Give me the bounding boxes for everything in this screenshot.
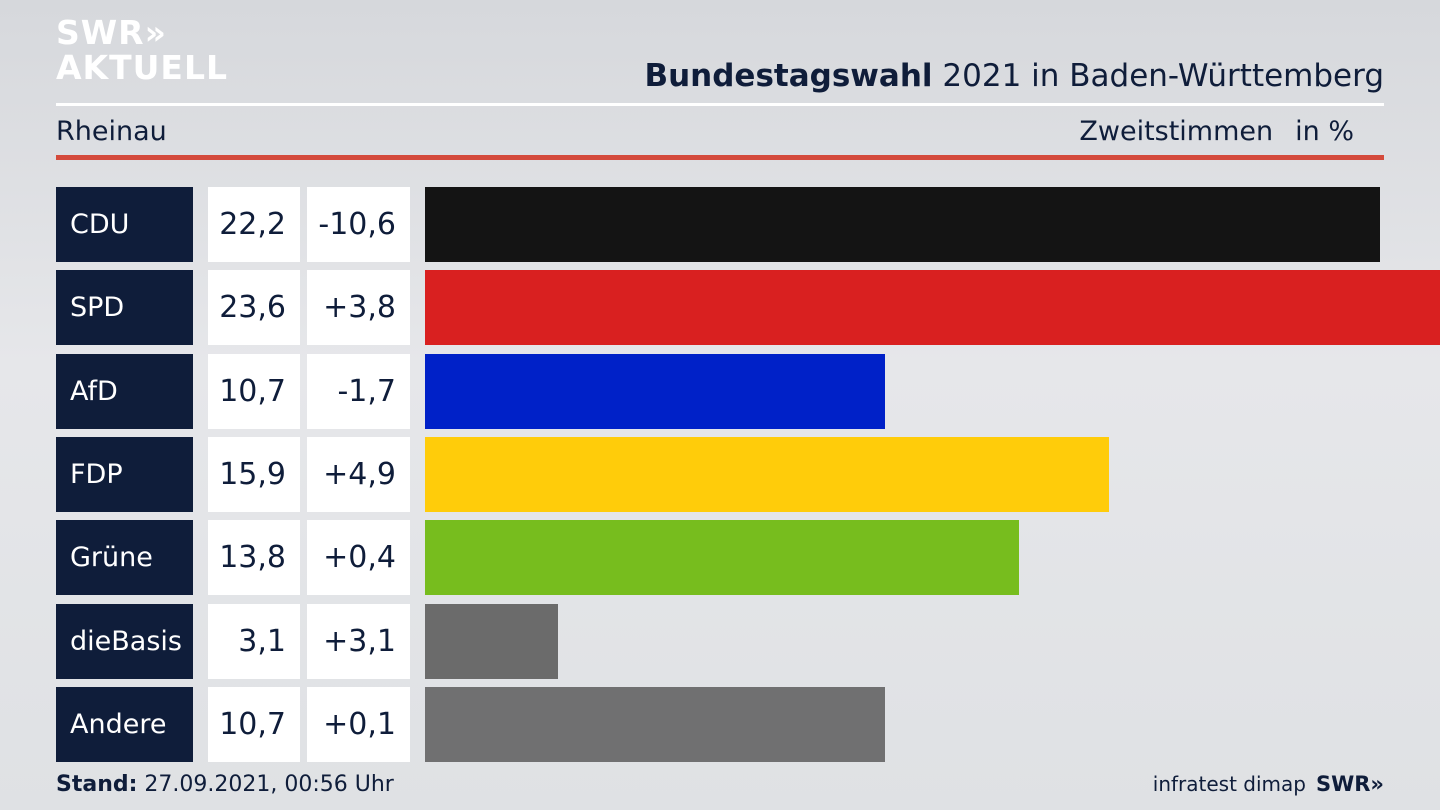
vote-share-value: 22,2 — [208, 187, 300, 262]
swr-aktuell-logo: SWR» AKTUELL — [56, 16, 228, 84]
bar-afd — [425, 353, 886, 429]
source-info: infratest dimap SWR» — [1153, 772, 1384, 796]
vote-change-value: +0,1 — [307, 686, 410, 762]
chart-title: Bundestagswahl 2021 in Baden-Württemberg — [644, 58, 1384, 94]
logo-swr: SWR» — [56, 13, 167, 52]
bar-fdp — [425, 436, 1109, 512]
stand-label: Stand: — [56, 772, 138, 797]
party-label: Grüne — [56, 520, 193, 596]
party-label: CDU — [56, 187, 193, 262]
vote-change-value: +3,1 — [307, 603, 410, 679]
vote-share-value: 10,7 — [208, 353, 300, 429]
vote-change-value: +3,8 — [307, 270, 410, 346]
bar-andere — [425, 686, 886, 762]
logo-aktuell: AKTUELL — [56, 48, 229, 87]
bar-grüne — [425, 520, 1019, 596]
stand-value: 27.09.2021, 00:56 Uhr — [137, 772, 394, 797]
measure-name: Zweitstimmen — [1079, 116, 1274, 147]
title-bold: Bundestagswahl — [644, 58, 933, 94]
bar-spd — [425, 270, 1440, 346]
vote-share-value: 23,6 — [208, 270, 300, 346]
bar-cdu — [425, 187, 1380, 262]
vote-change-value: +0,4 — [307, 520, 410, 596]
header-divider — [56, 103, 1384, 106]
vote-change-value: -1,7 — [307, 353, 410, 429]
party-label: Andere — [56, 686, 193, 762]
measure-unit: in % — [1295, 116, 1354, 147]
vote-change-value: -10,6 — [307, 187, 410, 262]
location-label: Rheinau — [56, 116, 167, 147]
measure-label: Zweitstimmen in % — [1079, 116, 1354, 147]
swr-brand: SWR» — [1315, 772, 1384, 796]
header-red-divider — [56, 155, 1384, 160]
vote-share-value: 15,9 — [208, 436, 300, 512]
party-label: dieBasis — [56, 603, 193, 679]
bar-diebasis — [425, 603, 559, 679]
stand-info: Stand: 27.09.2021, 00:56 Uhr — [56, 772, 394, 797]
vote-share-value: 13,8 — [208, 520, 300, 596]
party-label: AfD — [56, 353, 193, 429]
vote-change-value: +4,9 — [307, 436, 410, 512]
party-label: FDP — [56, 436, 193, 512]
party-label: SPD — [56, 270, 193, 346]
vote-share-value: 10,7 — [208, 686, 300, 762]
vote-share-value: 3,1 — [208, 603, 300, 679]
source-label: infratest dimap — [1152, 772, 1306, 796]
title-rest: 2021 in Baden-Württemberg — [932, 58, 1384, 94]
